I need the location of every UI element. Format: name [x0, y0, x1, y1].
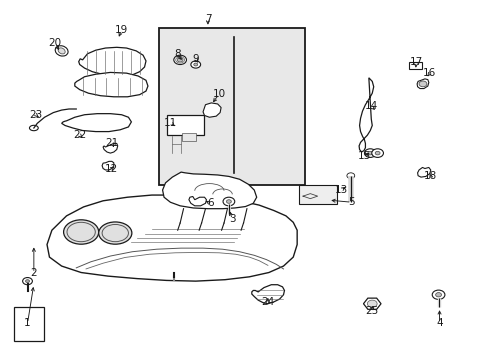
Ellipse shape — [99, 222, 132, 244]
Ellipse shape — [58, 48, 65, 54]
Circle shape — [22, 278, 32, 285]
Text: 9: 9 — [192, 54, 199, 64]
Circle shape — [431, 290, 444, 300]
Circle shape — [173, 55, 186, 64]
Text: 10: 10 — [212, 89, 225, 99]
Circle shape — [177, 58, 183, 62]
Polygon shape — [162, 172, 256, 209]
Text: 19: 19 — [115, 25, 128, 35]
Text: 15: 15 — [357, 150, 370, 161]
Polygon shape — [103, 143, 118, 153]
Text: 16: 16 — [422, 68, 435, 78]
Text: 4: 4 — [435, 319, 442, 328]
FancyBboxPatch shape — [167, 116, 203, 135]
Text: 24: 24 — [261, 297, 274, 307]
Text: 14: 14 — [364, 102, 377, 112]
Circle shape — [435, 293, 441, 297]
Text: 6: 6 — [206, 198, 213, 208]
FancyBboxPatch shape — [408, 62, 421, 69]
Polygon shape — [188, 197, 206, 206]
Text: 17: 17 — [408, 57, 422, 67]
Polygon shape — [79, 47, 146, 77]
Ellipse shape — [67, 222, 95, 242]
Circle shape — [418, 81, 426, 87]
Text: 22: 22 — [73, 130, 86, 140]
Text: 13: 13 — [334, 185, 347, 195]
FancyBboxPatch shape — [182, 133, 195, 140]
Polygon shape — [75, 72, 148, 97]
Circle shape — [374, 151, 379, 155]
Circle shape — [364, 149, 375, 157]
Polygon shape — [61, 114, 131, 132]
Circle shape — [371, 149, 383, 157]
Text: 21: 21 — [105, 139, 118, 148]
Circle shape — [193, 63, 197, 66]
Text: 5: 5 — [348, 197, 354, 207]
Polygon shape — [251, 285, 284, 304]
Circle shape — [367, 151, 372, 155]
Polygon shape — [417, 167, 430, 177]
Text: 1: 1 — [24, 319, 31, 328]
Circle shape — [25, 280, 29, 283]
Text: 3: 3 — [228, 215, 235, 224]
Circle shape — [346, 173, 354, 179]
Ellipse shape — [63, 220, 99, 244]
Polygon shape — [203, 103, 221, 117]
Text: 2: 2 — [30, 268, 37, 278]
Text: 7: 7 — [204, 14, 211, 24]
Circle shape — [366, 300, 376, 307]
FancyBboxPatch shape — [299, 185, 336, 204]
FancyBboxPatch shape — [14, 307, 43, 341]
Polygon shape — [102, 161, 114, 170]
Text: 25: 25 — [365, 306, 378, 316]
Polygon shape — [416, 79, 428, 89]
Ellipse shape — [102, 225, 128, 242]
Polygon shape — [358, 78, 373, 152]
Ellipse shape — [55, 46, 68, 56]
Text: 18: 18 — [423, 171, 436, 181]
Circle shape — [226, 200, 231, 203]
Circle shape — [190, 61, 200, 68]
Polygon shape — [47, 195, 297, 281]
Text: 8: 8 — [174, 49, 180, 59]
Circle shape — [223, 197, 234, 206]
Text: 23: 23 — [29, 110, 42, 120]
Ellipse shape — [29, 125, 38, 131]
Bar — [159, 28, 305, 185]
Text: 20: 20 — [49, 38, 62, 48]
Text: 12: 12 — [105, 163, 118, 174]
Text: 11: 11 — [163, 118, 177, 128]
